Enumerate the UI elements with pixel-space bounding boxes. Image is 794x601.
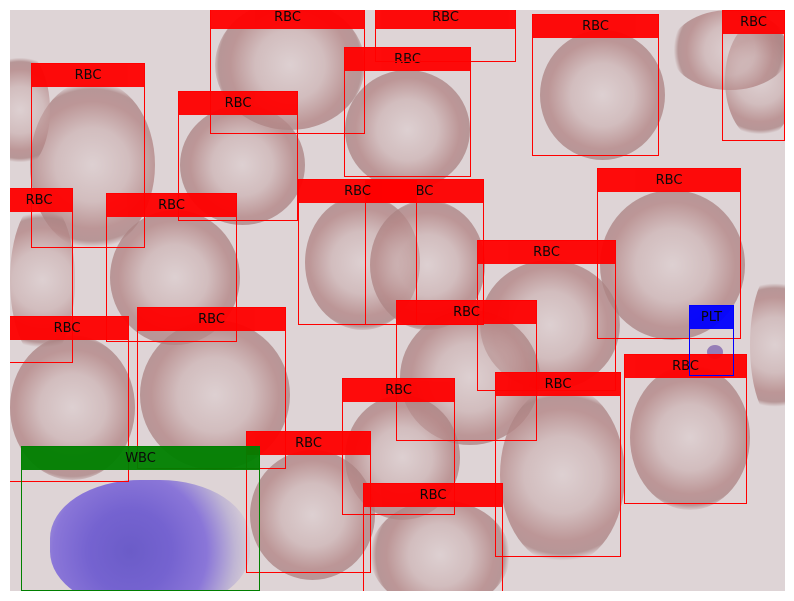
rbc-box: RBC (31, 63, 145, 248)
rbc-label: RBC (495, 372, 621, 396)
red-blood-cell (345, 70, 470, 190)
rbc-box: RBC (10, 188, 73, 363)
rbc-box: RBC (722, 10, 785, 141)
rbc-box: RBC (342, 378, 455, 515)
rbc-box: RBC (178, 91, 298, 221)
red-blood-cell (370, 500, 510, 591)
rbc-label: RBC (10, 188, 73, 212)
red-blood-cell (750, 270, 785, 420)
rbc-label: RBC (298, 179, 417, 203)
rbc-label: RBC (344, 47, 471, 71)
rbc-box: RBC (298, 179, 417, 325)
rbc-label: RBC (342, 378, 455, 402)
plt-box: PLT (689, 305, 734, 376)
rbc-label: RBC (363, 483, 503, 507)
rbc-box: RBC (106, 193, 237, 342)
rbc-box: RBC (363, 483, 503, 591)
rbc-label: RBC (246, 431, 371, 455)
rbc-box: RBC (10, 316, 129, 482)
rbc-label: RBC (106, 193, 237, 217)
rbc-label: RBC (396, 300, 537, 324)
white-blood-cell (50, 480, 250, 591)
rbc-label: RBC (137, 307, 286, 331)
rbc-label: RBC (178, 91, 298, 115)
smear-image: RBC RBC RBC RBC RBC RBC RBC RBC BC RBC RBC RBC RBC RB… (10, 10, 785, 591)
rbc-box: RBC (396, 300, 537, 441)
red-blood-cell (250, 450, 375, 580)
red-blood-cell (500, 385, 625, 565)
rbc-box: RBC (210, 10, 365, 134)
rbc-label: RBC (597, 168, 741, 192)
rbc-label: RBC (375, 10, 516, 29)
plt-label: PLT (689, 305, 734, 329)
red-blood-cell (630, 365, 750, 510)
rbc-box: RBC (624, 354, 747, 504)
rbc-label: RBC (477, 240, 616, 264)
rbc-box: RBC (495, 372, 621, 557)
rbc-box: RBC (532, 14, 659, 156)
rbc-box: RBC (375, 10, 516, 62)
wbc-label: WBC (21, 446, 260, 470)
rbc-label: RBC (210, 10, 365, 29)
red-blood-cell (540, 30, 665, 160)
wbc-box: WBC (21, 446, 260, 591)
rbc-label: RBC (722, 10, 785, 34)
rbc-label: RBC (31, 63, 145, 87)
rbc-label: RBC (624, 354, 747, 378)
rbc-label: RBC (10, 316, 129, 340)
rbc-box: RBC (344, 47, 471, 177)
rbc-box: RBC (246, 431, 371, 573)
rbc-label: RBC (532, 14, 659, 38)
